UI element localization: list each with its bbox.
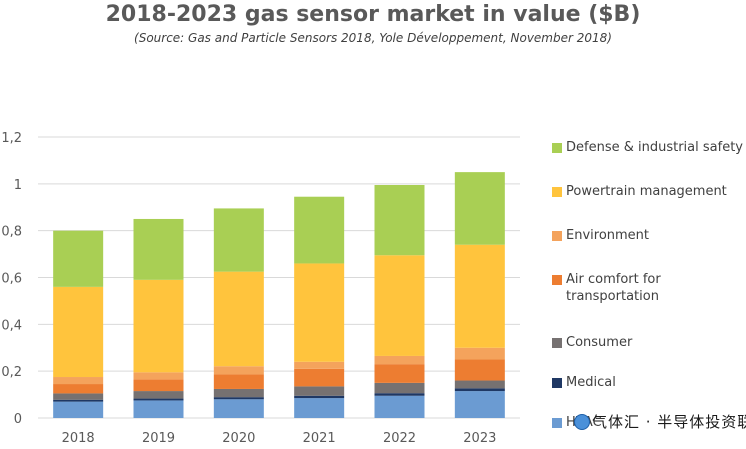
bar-segment bbox=[374, 355, 425, 365]
bar-segment bbox=[213, 388, 264, 398]
y-tick-label: 0,2 bbox=[1, 365, 22, 380]
bar-segment bbox=[374, 364, 425, 383]
legend-item: Environment bbox=[552, 227, 746, 244]
x-tick-label: 2019 bbox=[142, 431, 175, 446]
y-tick-label: 0 bbox=[14, 412, 22, 427]
bar-segment bbox=[213, 366, 264, 375]
bar-segment bbox=[53, 230, 104, 287]
bar-segment bbox=[133, 398, 184, 401]
legend-swatch bbox=[552, 418, 562, 428]
legend-item: Consumer bbox=[552, 334, 746, 351]
legend-item: Defense & industrial safety bbox=[552, 139, 746, 156]
bar-segment bbox=[294, 398, 345, 418]
bar-segment bbox=[53, 401, 104, 418]
x-tick-label: 2023 bbox=[463, 431, 496, 446]
bar-segment bbox=[133, 400, 184, 418]
bar-segment bbox=[374, 255, 425, 356]
bar-segment bbox=[294, 361, 345, 369]
bar-segment bbox=[133, 391, 184, 399]
x-tick-label: 2020 bbox=[222, 431, 255, 446]
legend-label: Medical bbox=[566, 375, 616, 390]
bar-segment bbox=[294, 386, 345, 396]
bar-segment bbox=[213, 397, 264, 400]
bar-segment bbox=[213, 271, 264, 367]
bar-segment bbox=[213, 374, 264, 389]
y-tick-label: 1 bbox=[14, 178, 22, 193]
bar-segment bbox=[454, 359, 505, 381]
legend-swatch bbox=[552, 378, 562, 388]
legend-swatch bbox=[552, 338, 562, 348]
bar-segment bbox=[294, 196, 345, 264]
bar-segment bbox=[374, 393, 425, 396]
legend-item: Medical bbox=[552, 374, 746, 391]
x-tick-label: 2021 bbox=[303, 431, 336, 446]
y-tick-label: 0,4 bbox=[1, 318, 22, 333]
bar-segment bbox=[213, 399, 264, 418]
y-tick-label: 0,8 bbox=[1, 225, 22, 240]
bar-segment bbox=[294, 395, 345, 399]
x-tick-label: 2022 bbox=[383, 431, 416, 446]
bar-segment bbox=[454, 388, 505, 392]
watermark-logo-icon bbox=[574, 414, 590, 430]
y-tick-label: 1,2 bbox=[1, 131, 22, 146]
chart-title: 2018-2023 gas sensor market in value ($B… bbox=[105, 2, 641, 27]
legend-item: Air comfort for transportation bbox=[552, 271, 746, 305]
bar-segment bbox=[53, 377, 104, 385]
bar-segment bbox=[53, 393, 104, 400]
bar-segment bbox=[454, 244, 505, 348]
bar-segment bbox=[133, 379, 184, 392]
bar-segment bbox=[454, 380, 505, 389]
legend-label: Consumer bbox=[566, 335, 633, 350]
legend-item: Powertrain management bbox=[552, 183, 746, 200]
bar-segment bbox=[294, 263, 345, 362]
bar-segment bbox=[53, 286, 104, 378]
x-tick-label: 2018 bbox=[62, 431, 95, 446]
chart-subtitle: (Source: Gas and Particle Sensors 2018, … bbox=[134, 31, 612, 45]
legend-swatch bbox=[552, 231, 562, 241]
bar-segment bbox=[53, 384, 104, 394]
bar-segment bbox=[454, 347, 505, 360]
watermark-text: 气体汇 · 半导体投资联盟 bbox=[592, 413, 746, 431]
legend-label: Defense & industrial safety bbox=[566, 140, 743, 155]
bar-segment bbox=[213, 208, 264, 272]
legend-swatch bbox=[552, 187, 562, 197]
bar-segment bbox=[133, 279, 184, 373]
bar-segment bbox=[454, 391, 505, 418]
bar-segment bbox=[133, 372, 184, 380]
bar-segment bbox=[374, 395, 425, 418]
bar-segment bbox=[374, 185, 425, 256]
legend-swatch bbox=[552, 143, 562, 153]
y-tick-label: 0,6 bbox=[1, 272, 22, 287]
bar-segment bbox=[133, 218, 184, 280]
bar-segment bbox=[374, 382, 425, 394]
legend-label: Powertrain management bbox=[566, 184, 727, 199]
legend-label: Environment bbox=[566, 228, 650, 243]
bar-segment bbox=[53, 399, 104, 402]
bar-segment bbox=[454, 172, 505, 245]
legend-label: Air comfort for transportation bbox=[566, 272, 661, 304]
bar-segment bbox=[294, 368, 345, 387]
legend-swatch bbox=[552, 275, 562, 285]
